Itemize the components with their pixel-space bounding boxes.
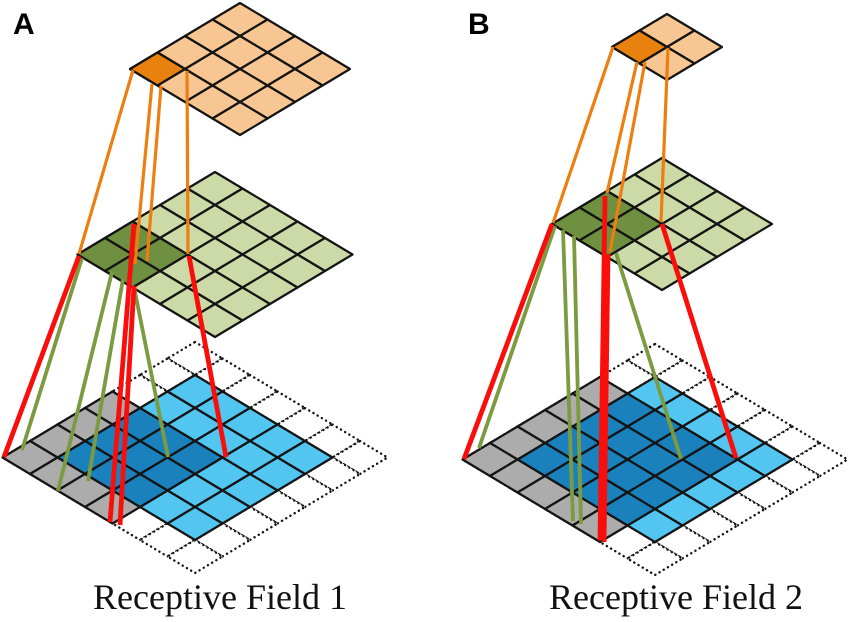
panel-b-conn-red-3	[601, 253, 611, 543]
panel-a-caption: Receptive Field 1	[93, 577, 347, 617]
panel-b-conn-orange-2	[605, 61, 639, 194]
panel-a-conn-red-3	[117, 285, 137, 526]
panel-b-conn-green-1	[477, 225, 557, 449]
grid-cell	[166, 538, 224, 575]
panel-a-conn-orange-4	[185, 70, 190, 255]
panel-a-conn-orange-2	[133, 83, 154, 265]
grid-cell	[626, 540, 684, 577]
panel-b-conn-orange-4	[659, 47, 670, 223]
panel-b-conn-red-2	[597, 195, 608, 541]
grid-cell	[166, 505, 224, 542]
panel-a-conn-green-3	[86, 278, 125, 482]
panel-a-conn-orange-1	[77, 69, 135, 255]
grid-cell	[211, 100, 269, 137]
panel-b-letter: B	[468, 8, 490, 41]
panel-b-conn-green-4	[614, 252, 683, 460]
panel-b-conn-orange-3	[608, 61, 647, 253]
panel-a-conn-red-1	[1, 255, 82, 458]
panel-a-conn-green-4	[132, 286, 170, 458]
panel-a-conn-green-2	[56, 271, 114, 492]
panel-b-conn-orange-1	[551, 46, 615, 224]
panel-b-conn-green-3	[572, 235, 583, 525]
grid-cell	[610, 29, 669, 65]
panel-b-conn-green-2	[561, 229, 575, 522]
panel-b-conn-red-1	[461, 223, 555, 460]
panel-a-letter: A	[13, 8, 35, 41]
grid-cell	[128, 51, 187, 87]
panel-b-conn-red-4	[659, 223, 739, 459]
panel-a-conn-orange-3	[145, 85, 163, 262]
panel-a-conn-red-2	[107, 223, 137, 523]
panel-b-caption: Receptive Field 2	[549, 577, 803, 617]
panel-a-conn-red-4	[186, 255, 229, 458]
panel-a-conn-green-1	[20, 257, 84, 451]
panel-a-layer3-grid	[128, 1, 352, 137]
